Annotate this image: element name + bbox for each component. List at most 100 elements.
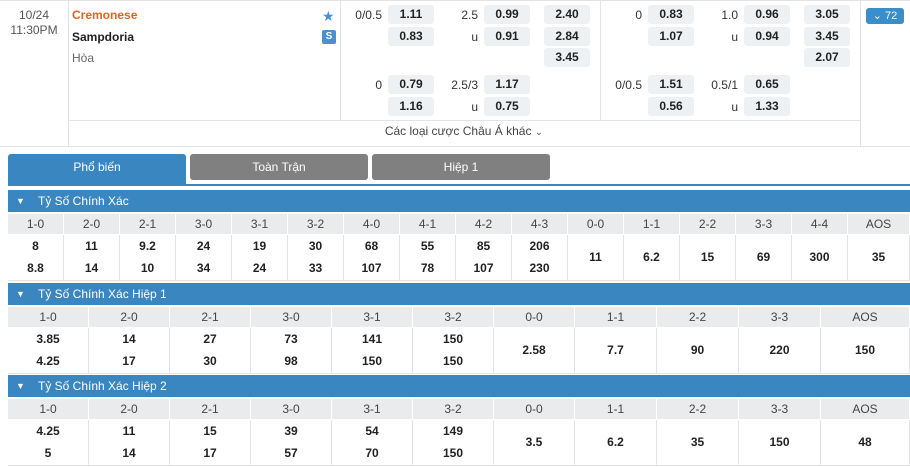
odds-value[interactable]: 107	[473, 261, 494, 275]
odds-value[interactable]: 90	[690, 343, 705, 357]
odds-value[interactable]: 30	[203, 354, 217, 368]
odds-value[interactable]: 2.58	[522, 343, 546, 357]
score-odds-cell[interactable]: 150	[821, 328, 910, 373]
exact-score-1st-half-header[interactable]: ▼ Tỷ Số Chính Xác Hiệp 1	[8, 283, 910, 305]
score-odds-cell[interactable]: 149 150	[413, 420, 494, 465]
score-odds-cell[interactable]: 35	[657, 420, 739, 465]
odds-button[interactable]: 3.45	[804, 27, 850, 46]
odds-button[interactable]: 3.05	[804, 5, 850, 24]
odds-value[interactable]: 11	[589, 250, 602, 264]
odds-button[interactable]: 2.40	[544, 5, 590, 24]
odds-value[interactable]: 8.8	[27, 261, 44, 275]
odds-value[interactable]: 39	[284, 424, 298, 438]
favorite-star-icon[interactable]: ★	[322, 8, 335, 24]
odds-button[interactable]: 0.83	[388, 27, 434, 46]
score-odds-cell[interactable]: 11 14	[64, 235, 120, 280]
more-markets-button[interactable]: ⌄ 72	[866, 8, 904, 24]
odds-value[interactable]: 73	[284, 332, 298, 346]
odds-value[interactable]: 4.25	[36, 354, 60, 368]
odds-value[interactable]: 78	[420, 261, 435, 275]
odds-value[interactable]: 27	[203, 332, 217, 346]
odds-value[interactable]: 5	[44, 446, 52, 460]
home-team[interactable]: Cremonese	[72, 8, 138, 22]
odds-value[interactable]: 150	[769, 435, 790, 449]
odds-value[interactable]: 300	[809, 250, 830, 264]
odds-value[interactable]: 10	[140, 261, 155, 275]
score-odds-cell[interactable]: 150 150	[413, 328, 494, 373]
odds-value[interactable]: 6.2	[643, 250, 660, 264]
odds-value[interactable]: 150	[442, 332, 464, 346]
odds-value[interactable]: 14	[122, 446, 136, 460]
score-odds-cell[interactable]: 3.5	[494, 420, 575, 465]
score-odds-cell[interactable]: 14 17	[89, 328, 170, 373]
odds-value[interactable]: 206	[529, 239, 550, 253]
odds-value[interactable]: 34	[196, 261, 211, 275]
odds-value[interactable]: 15	[203, 424, 217, 438]
score-odds-cell[interactable]: 11	[568, 235, 624, 280]
odds-button[interactable]: 1.16	[388, 97, 434, 116]
score-odds-cell[interactable]: 55 78	[400, 235, 456, 280]
odds-button[interactable]: 0.65	[744, 75, 790, 94]
odds-value[interactable]: 150	[361, 354, 383, 368]
score-odds-cell[interactable]: 27 30	[170, 328, 251, 373]
score-odds-cell[interactable]: 15 17	[170, 420, 251, 465]
odds-value[interactable]: 30	[308, 239, 323, 253]
odds-value[interactable]: 19	[252, 239, 267, 253]
odds-button[interactable]: 0.96	[744, 5, 790, 24]
odds-value[interactable]: 7.7	[607, 343, 624, 357]
odds-button[interactable]: 2.84	[544, 27, 590, 46]
odds-button[interactable]: 2.07	[804, 48, 850, 67]
exact-score-header[interactable]: ▼ Tỷ Số Chính Xác	[8, 190, 910, 212]
odds-value[interactable]: 70	[365, 446, 379, 460]
score-odds-cell[interactable]: 3.85 4.25	[8, 328, 89, 373]
score-odds-cell[interactable]: 4.25 5	[8, 420, 89, 465]
odds-value[interactable]: 17	[122, 354, 136, 368]
odds-value[interactable]: 220	[769, 343, 790, 357]
odds-button[interactable]: 0.94	[744, 27, 790, 46]
odds-value[interactable]: 150	[442, 354, 464, 368]
tab-first-half[interactable]: Hiệp 1	[372, 154, 550, 180]
odds-value[interactable]: 35	[690, 435, 705, 449]
other-asian-bets-link[interactable]: Các loại cược Châu Á khác ⌄	[68, 124, 860, 138]
score-odds-cell[interactable]: 150	[739, 420, 821, 465]
odds-value[interactable]: 57	[284, 446, 298, 460]
odds-value[interactable]: 3.85	[36, 332, 60, 346]
odds-button[interactable]: 0.99	[484, 5, 530, 24]
odds-value[interactable]: 4.25	[36, 424, 60, 438]
odds-value[interactable]: 68	[364, 239, 379, 253]
odds-button[interactable]: 1.07	[648, 27, 694, 46]
odds-button[interactable]: 1.33	[744, 97, 790, 116]
score-odds-cell[interactable]: 141 150	[332, 328, 413, 373]
odds-value[interactable]: 8	[32, 239, 39, 253]
score-odds-cell[interactable]: 39 57	[251, 420, 332, 465]
odds-button[interactable]: 1.11	[388, 5, 434, 24]
odds-value[interactable]: 149	[442, 424, 464, 438]
score-odds-cell[interactable]: 19 24	[232, 235, 288, 280]
score-odds-cell[interactable]: 54 70	[332, 420, 413, 465]
odds-value[interactable]: 14	[84, 261, 99, 275]
odds-button[interactable]: 3.45	[544, 48, 590, 67]
odds-value[interactable]: 54	[365, 424, 379, 438]
odds-value[interactable]: 24	[252, 261, 267, 275]
odds-value[interactable]: 24	[196, 239, 211, 253]
score-odds-cell[interactable]: 6.2	[575, 420, 657, 465]
odds-value[interactable]: 98	[284, 354, 298, 368]
odds-value[interactable]: 150	[442, 446, 464, 460]
score-odds-cell[interactable]: 11 14	[89, 420, 170, 465]
score-odds-cell[interactable]: 24 34	[176, 235, 232, 280]
score-odds-cell[interactable]: 90	[657, 328, 739, 373]
odds-value[interactable]: 107	[361, 261, 382, 275]
odds-value[interactable]: 15	[700, 250, 715, 264]
odds-value[interactable]: 11	[85, 239, 98, 253]
odds-button[interactable]: 0.79	[388, 75, 434, 94]
score-odds-cell[interactable]: 300	[792, 235, 848, 280]
odds-value[interactable]: 33	[308, 261, 323, 275]
score-odds-cell[interactable]: 6.2	[624, 235, 680, 280]
stream-badge-icon[interactable]: S	[322, 30, 336, 44]
score-odds-cell[interactable]: 48	[821, 420, 910, 465]
odds-value[interactable]: 35	[871, 250, 886, 264]
odds-button[interactable]: 0.83	[648, 5, 694, 24]
odds-button[interactable]: 0.56	[648, 97, 694, 116]
score-odds-cell[interactable]: 35	[848, 235, 910, 280]
away-team[interactable]: Sampdoria	[72, 30, 135, 44]
